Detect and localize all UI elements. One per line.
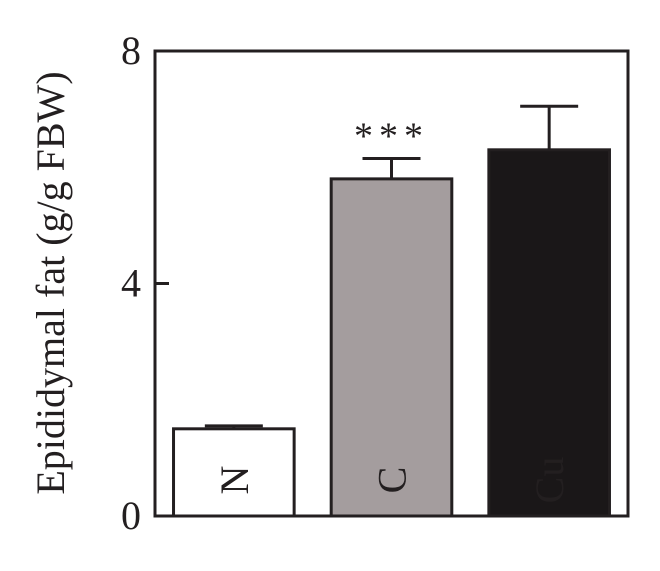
bars-group: N C Cu <box>172 148 611 518</box>
error-bars-group: *** <box>204 104 579 429</box>
y-ticks-group: 0 4 8 <box>121 28 169 538</box>
y-tick-label: 0 <box>121 493 141 538</box>
bar-label-cu: Cu <box>527 457 572 504</box>
bar-label-n: N <box>212 466 257 495</box>
bar-n <box>172 427 296 518</box>
y-axis-label: Epididymal fat (g/g FBW) <box>28 71 73 494</box>
bar-cu <box>487 148 611 518</box>
y-tick-label: 4 <box>121 261 141 306</box>
y-tick-label: 8 <box>121 28 141 73</box>
bar-label-c: C <box>370 467 415 494</box>
bar-c <box>329 177 454 518</box>
significance-marker: *** <box>354 116 429 158</box>
